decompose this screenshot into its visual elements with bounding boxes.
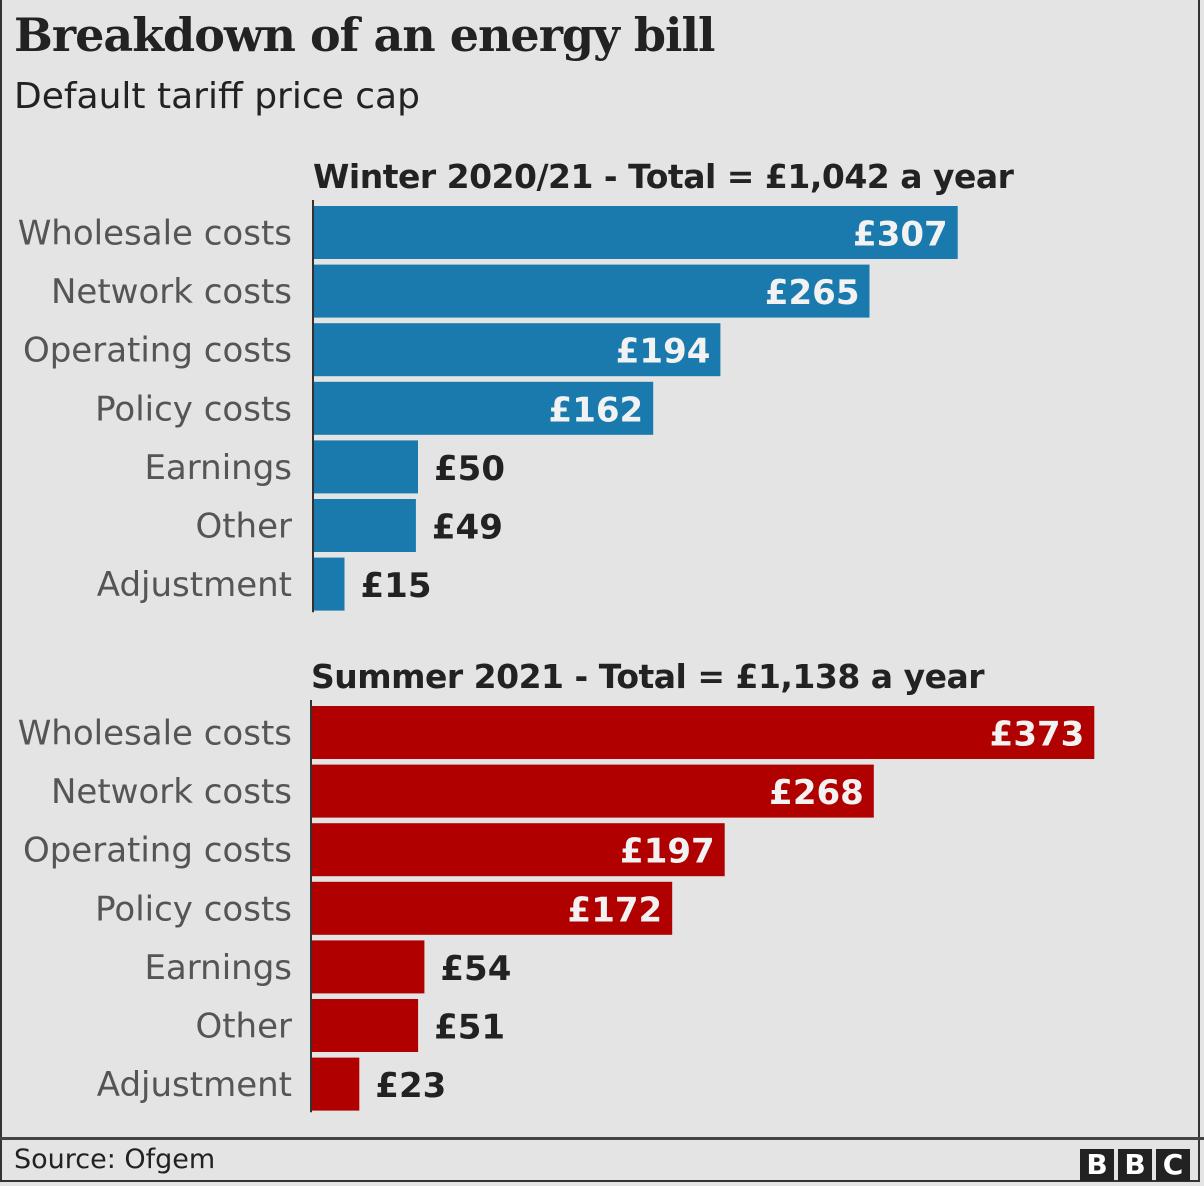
data-label: £23 <box>375 1066 446 1106</box>
bar <box>313 206 958 259</box>
data-label: £50 <box>434 449 505 489</box>
bar <box>311 881 673 935</box>
panel-title: Summer 2021 - Total = £1,138 a year <box>311 657 985 696</box>
category-label: Wholesale costs <box>18 714 292 754</box>
data-label: £51 <box>434 1008 505 1048</box>
footer-divider <box>0 1137 1204 1140</box>
bbc-logo: B B C <box>1080 1149 1190 1181</box>
category-label: Network costs <box>51 772 292 812</box>
data-label: £268 <box>769 773 864 813</box>
category-label: Policy costs <box>95 389 292 429</box>
bar <box>313 264 870 318</box>
data-label: £162 <box>549 390 644 430</box>
category-label: Adjustment <box>97 565 292 605</box>
data-label: £307 <box>853 215 948 255</box>
bar <box>311 764 874 818</box>
bar <box>313 381 654 435</box>
source-note: Source: Ofgem <box>14 1144 216 1175</box>
chart-subtitle: Default tariff price cap <box>14 76 420 117</box>
data-label: £197 <box>620 832 715 872</box>
data-label: £172 <box>568 890 663 930</box>
category-label: Policy costs <box>95 889 292 929</box>
data-label: £265 <box>765 273 860 313</box>
bar <box>313 323 721 377</box>
chart-title: Breakdown of an energy bill <box>14 8 715 62</box>
bbc-logo-letter: C <box>1156 1149 1190 1181</box>
bar <box>311 1057 360 1111</box>
bbc-logo-letter: B <box>1080 1149 1114 1181</box>
data-label: £194 <box>616 332 711 372</box>
category-label: Other <box>195 1007 292 1047</box>
category-label: Adjustment <box>97 1065 292 1105</box>
panel-title: Winter 2020/21 - Total = £1,042 a year <box>313 157 1015 196</box>
bar <box>311 999 419 1052</box>
category-label: Other <box>195 507 292 547</box>
category-label: Operating costs <box>23 831 292 871</box>
bar <box>313 557 345 611</box>
category-label: Earnings <box>144 448 292 488</box>
bar <box>311 706 1095 759</box>
data-label: £54 <box>440 949 511 989</box>
category-label: Wholesale costs <box>18 214 292 254</box>
bar <box>311 823 725 877</box>
category-label: Operating costs <box>23 331 292 371</box>
category-label: Earnings <box>144 948 292 988</box>
bar <box>313 499 416 552</box>
bbc-logo-letter: B <box>1118 1149 1152 1181</box>
category-label: Network costs <box>51 272 292 312</box>
data-label: £15 <box>361 566 432 606</box>
data-label: £373 <box>990 715 1085 755</box>
bar <box>311 940 425 994</box>
data-label: £49 <box>432 508 503 548</box>
bar <box>313 440 418 494</box>
